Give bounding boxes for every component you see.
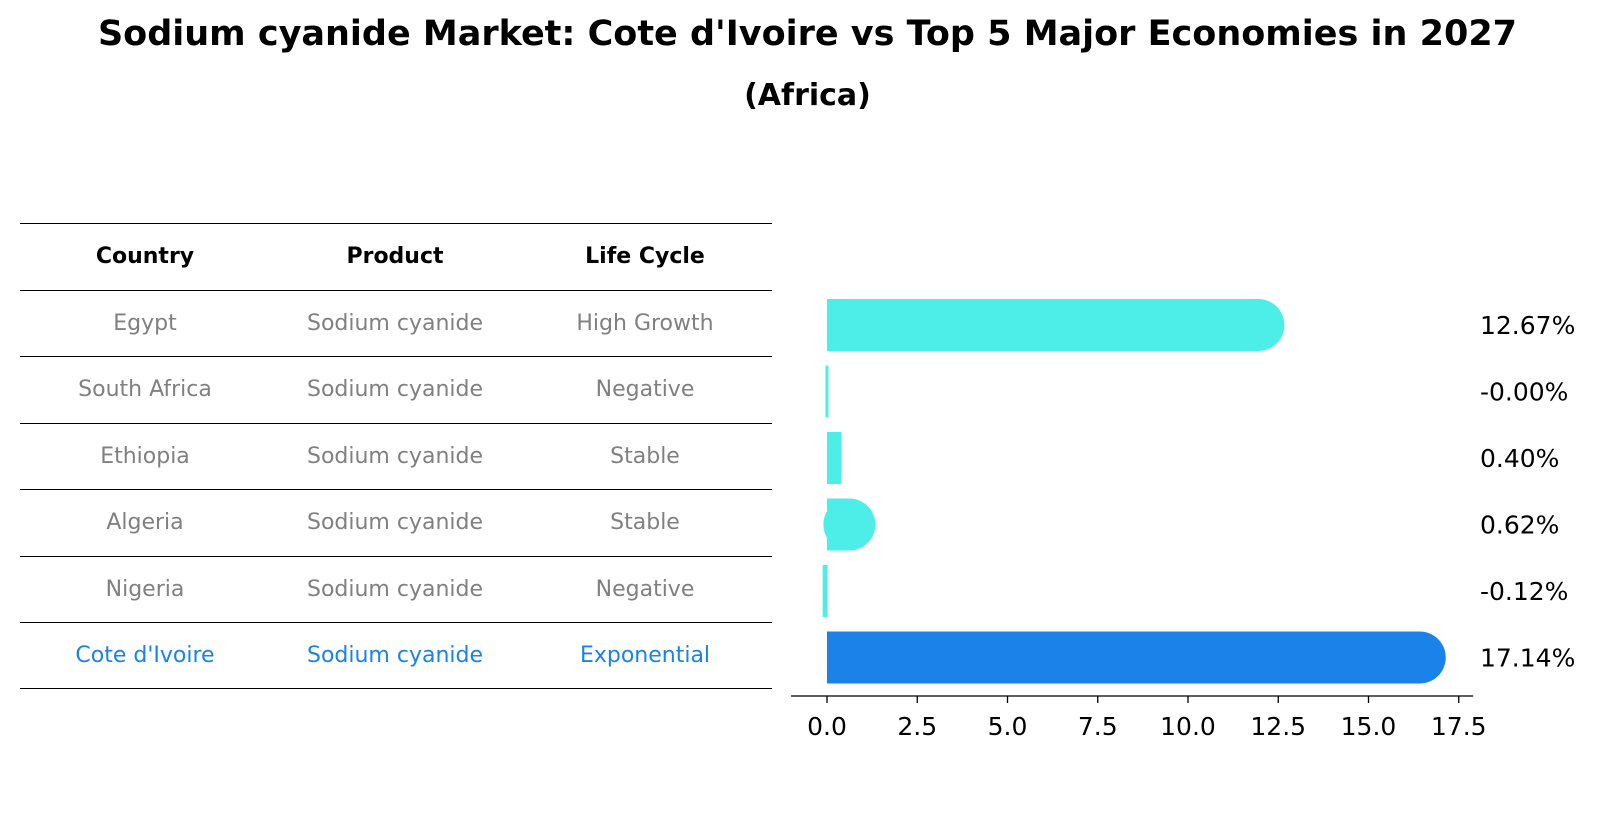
life-cycle-cell: Negative [595, 377, 695, 403]
life-cycle-cell: Stable [610, 443, 680, 469]
table-row: Ethiopia Sodium cyanide Stable [20, 422, 772, 490]
country-cell: Algeria [106, 510, 184, 536]
product-cell: Sodium cyanide [306, 443, 484, 469]
chart-subtitle: (Africa) [744, 78, 871, 113]
value-label-algeria: 0.62% [1480, 511, 1559, 540]
chart-title: Sodium cyanide Market: Cote d'Ivoire vs … [97, 14, 1518, 54]
x-tick-label: 5.0 [988, 712, 1028, 741]
table-row: South Africa Sodium cyanide Negative [20, 356, 772, 423]
country-cell: Ethiopia [100, 443, 190, 469]
header-country: Country [95, 244, 195, 270]
header-life-cycle: Life Cycle [585, 244, 705, 270]
bar-ethiopia [827, 432, 842, 484]
table-row: Algeria Sodium cyanide Stable [20, 489, 772, 556]
x-tick-label: 15.0 [1341, 712, 1397, 741]
product-cell: Sodium cyanide [306, 642, 484, 668]
value-label-egypt: 12.67% [1480, 311, 1575, 340]
x-tick-label: 17.5 [1431, 712, 1487, 741]
x-tick-label: 0.0 [807, 712, 847, 741]
x-tick-label: 10.0 [1160, 712, 1216, 741]
x-tick-label: 7.5 [1078, 712, 1118, 741]
bar-cap-algeria [823, 498, 876, 551]
product-cell: Sodium cyanide [306, 310, 484, 336]
bar-nigeria [822, 565, 828, 617]
product-cell: Sodium cyanide [306, 576, 484, 602]
value-label-cote-d-ivoire: 17.14% [1480, 644, 1575, 673]
life-cycle-cell: Negative [595, 576, 695, 602]
value-label-south-africa: -0.00% [1480, 378, 1568, 407]
bar-south-africa [825, 365, 829, 418]
product-cell: Sodium cyanide [306, 510, 484, 536]
life-cycle-cell: Stable [610, 510, 680, 536]
country-cell: Cote d'Ivoire [75, 642, 215, 668]
country-cell: South Africa [78, 377, 212, 403]
country-cell: Nigeria [105, 576, 185, 602]
product-cell: Sodium cyanide [306, 377, 484, 403]
bar-cote-d-ivoire [827, 631, 1446, 684]
market-table: Country Product Life Cycle Egypt Sodium … [20, 223, 772, 689]
header-product: Product [346, 244, 444, 270]
value-label-nigeria: -0.12% [1480, 577, 1568, 606]
x-tick-label: 12.5 [1250, 712, 1306, 741]
x-tick-label: 2.5 [897, 712, 937, 741]
country-cell: Egypt [113, 310, 177, 336]
life-cycle-cell: High Growth [576, 310, 714, 336]
table-header-row: Country Product Life Cycle [20, 223, 772, 290]
table-row: Egypt Sodium cyanide High Growth [20, 289, 772, 357]
table-row-highlight: Cote d'Ivoire Sodium cyanide Exponential [20, 622, 772, 689]
value-label-ethiopia: 0.40% [1480, 444, 1559, 473]
life-cycle-cell: Exponential [579, 642, 711, 668]
table-row: Nigeria Sodium cyanide Negative [20, 555, 772, 623]
bar-egypt [827, 299, 1285, 351]
